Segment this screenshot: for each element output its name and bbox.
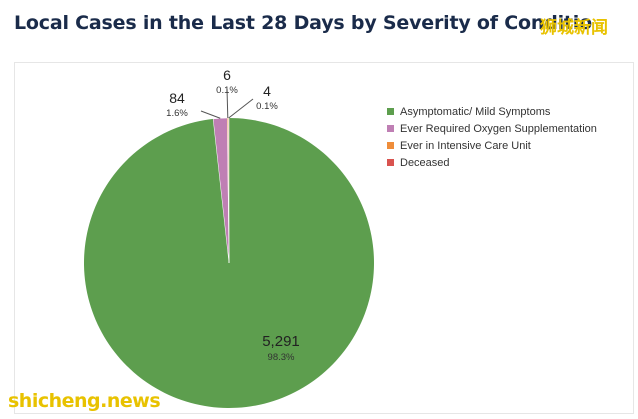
pie-chart: 5,291 98.3% 84 1.6% 6 0.1% 4 0.1% Asymptomatic/ … [84, 67, 597, 409]
legend-swatch-ever-required-oxygen-supplementation [387, 125, 394, 132]
value-label-deceased: 4 [263, 83, 271, 99]
chart-title: Local Cases in the Last 28 Days by Sever… [14, 12, 592, 34]
legend-label-deceased: Deceased [400, 157, 450, 169]
legend-swatch-asymptomatic-mild-symptoms [387, 108, 394, 115]
value-label-ever-in-intensive-care-unit: 6 [223, 67, 231, 83]
watermark-chinese: 狮城新闻 [540, 18, 608, 38]
legend-label-ever-required-oxygen-supplementation: Ever Required Oxygen Supplementation [400, 123, 597, 135]
leader-line-deceased [228, 98, 254, 119]
leader-line-ever-required-oxygen-supplementation [200, 110, 221, 119]
value-label-ever-required-oxygen-supplementation: 84 [169, 90, 185, 106]
percent-label-deceased: 0.1% [256, 101, 278, 112]
percent-label-asymptomatic-mild-symptoms: 98.3% [268, 352, 295, 363]
percent-label-ever-in-intensive-care-unit: 0.1% [216, 85, 238, 96]
chart-panel: 5,291 98.3% 84 1.6% 6 0.1% 4 0.1% Asymptomatic/ … [14, 62, 634, 414]
legend-swatch-deceased [387, 159, 394, 166]
leader-line-ever-in-intensive-care-unit [226, 88, 229, 119]
percent-label-ever-required-oxygen-supplementation: 1.6% [166, 108, 188, 119]
watermark-site: shicheng.news [8, 390, 161, 412]
value-label-asymptomatic-mild-symptoms: 5,291 [262, 333, 300, 350]
legend-label-ever-in-intensive-care-unit: Ever in Intensive Care Unit [400, 140, 531, 152]
legend-label-asymptomatic-mild-symptoms: Asymptomatic/ Mild Symptoms [400, 106, 551, 118]
legend-swatch-ever-in-intensive-care-unit [387, 142, 394, 149]
